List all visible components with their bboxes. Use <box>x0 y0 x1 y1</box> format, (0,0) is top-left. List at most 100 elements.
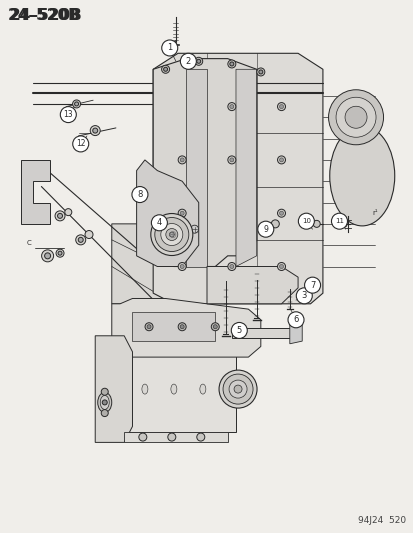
Ellipse shape <box>328 90 382 145</box>
Circle shape <box>257 221 273 237</box>
Circle shape <box>55 211 65 221</box>
Circle shape <box>178 262 186 271</box>
Circle shape <box>42 250 53 262</box>
Ellipse shape <box>218 370 256 408</box>
Ellipse shape <box>335 97 375 138</box>
Polygon shape <box>153 59 256 266</box>
Ellipse shape <box>199 384 205 394</box>
Circle shape <box>85 230 93 239</box>
Circle shape <box>167 433 176 441</box>
Circle shape <box>180 211 184 215</box>
Text: r¹: r¹ <box>372 210 377 216</box>
Text: 7: 7 <box>309 281 314 289</box>
Polygon shape <box>124 432 227 442</box>
Text: 1: 1 <box>167 44 172 52</box>
Text: 2: 2 <box>185 57 190 66</box>
Text: 3: 3 <box>301 292 306 300</box>
Circle shape <box>227 262 235 271</box>
Circle shape <box>213 325 217 329</box>
Circle shape <box>229 158 233 162</box>
Text: 5: 5 <box>236 326 241 335</box>
Ellipse shape <box>100 395 109 409</box>
Circle shape <box>102 400 107 405</box>
Circle shape <box>161 40 177 56</box>
Circle shape <box>90 126 100 135</box>
Circle shape <box>196 433 204 441</box>
Ellipse shape <box>233 385 242 393</box>
Ellipse shape <box>154 217 188 252</box>
Ellipse shape <box>344 106 366 128</box>
Polygon shape <box>21 160 50 224</box>
Circle shape <box>147 325 151 329</box>
Ellipse shape <box>142 384 147 394</box>
Circle shape <box>101 388 108 395</box>
Circle shape <box>72 100 81 108</box>
Circle shape <box>178 322 186 331</box>
Polygon shape <box>153 53 322 304</box>
Circle shape <box>60 107 76 123</box>
Circle shape <box>277 102 285 111</box>
Circle shape <box>101 409 108 417</box>
Circle shape <box>229 104 233 109</box>
Text: 9: 9 <box>263 225 268 233</box>
Ellipse shape <box>160 223 183 246</box>
Circle shape <box>256 68 264 76</box>
Circle shape <box>279 211 283 215</box>
Polygon shape <box>95 336 132 442</box>
Text: 13: 13 <box>63 110 73 119</box>
Circle shape <box>227 156 235 164</box>
Polygon shape <box>132 312 215 341</box>
Ellipse shape <box>169 232 174 237</box>
Circle shape <box>190 225 198 233</box>
Text: 10: 10 <box>301 218 310 224</box>
Circle shape <box>287 312 303 328</box>
Circle shape <box>279 104 283 109</box>
Circle shape <box>180 264 184 269</box>
Circle shape <box>165 230 173 239</box>
Circle shape <box>277 262 285 271</box>
Polygon shape <box>231 328 297 338</box>
Circle shape <box>296 288 311 304</box>
Circle shape <box>229 62 233 66</box>
Circle shape <box>65 208 71 216</box>
Circle shape <box>194 57 202 66</box>
Circle shape <box>73 136 88 152</box>
Circle shape <box>271 220 279 228</box>
Circle shape <box>161 65 169 74</box>
Ellipse shape <box>223 374 252 404</box>
Circle shape <box>231 322 247 338</box>
Polygon shape <box>112 224 186 304</box>
Text: 11: 11 <box>334 218 343 224</box>
Ellipse shape <box>329 126 394 226</box>
Circle shape <box>279 264 283 269</box>
Circle shape <box>78 237 83 243</box>
Circle shape <box>145 322 153 331</box>
Ellipse shape <box>97 392 112 413</box>
Circle shape <box>180 53 196 69</box>
Circle shape <box>331 213 347 229</box>
Ellipse shape <box>150 214 192 255</box>
Circle shape <box>277 209 285 217</box>
Circle shape <box>178 156 186 164</box>
Circle shape <box>57 213 62 219</box>
Circle shape <box>138 433 147 441</box>
Text: 8: 8 <box>137 190 142 199</box>
Circle shape <box>178 209 186 217</box>
Text: 24–520B: 24–520B <box>10 8 83 23</box>
Circle shape <box>163 67 167 71</box>
Polygon shape <box>136 160 198 266</box>
Polygon shape <box>186 69 206 266</box>
Text: 12: 12 <box>76 140 85 148</box>
Circle shape <box>56 249 64 257</box>
Text: 24–520B: 24–520B <box>8 8 81 23</box>
Circle shape <box>211 322 219 331</box>
Circle shape <box>258 70 262 74</box>
Polygon shape <box>206 266 297 304</box>
Ellipse shape <box>228 380 247 398</box>
Circle shape <box>229 264 233 269</box>
Circle shape <box>339 220 346 228</box>
Text: 6: 6 <box>293 316 298 324</box>
Text: C: C <box>26 239 31 246</box>
Ellipse shape <box>171 384 176 394</box>
Circle shape <box>313 220 319 228</box>
